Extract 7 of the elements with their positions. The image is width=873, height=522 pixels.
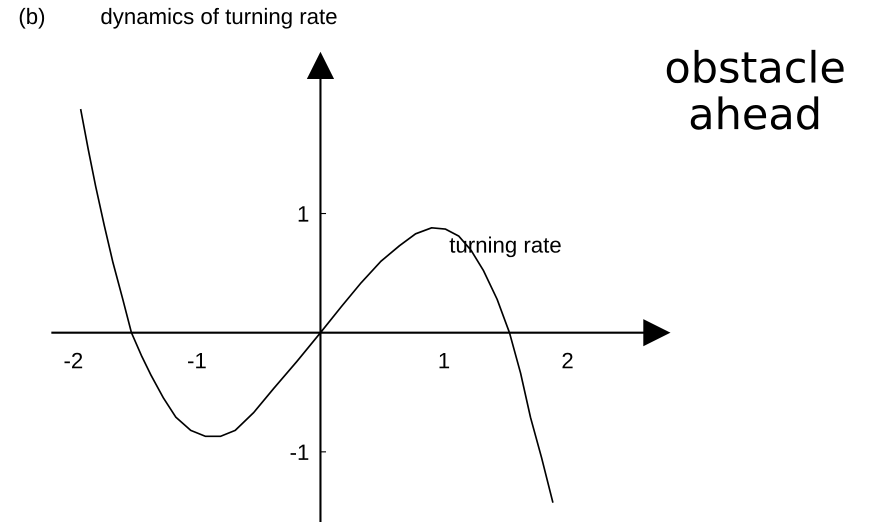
text: obstacle ahead <box>666 50 844 130</box>
x-tick-label: 2 <box>562 352 573 368</box>
x-tick-label: -2 <box>64 352 82 368</box>
x-tick-label: 1 <box>440 352 450 368</box>
x-tick-label: -1 <box>188 352 206 368</box>
chart-title: dynamics of turning rate <box>101 8 337 29</box>
text: (b) <box>20 8 44 29</box>
